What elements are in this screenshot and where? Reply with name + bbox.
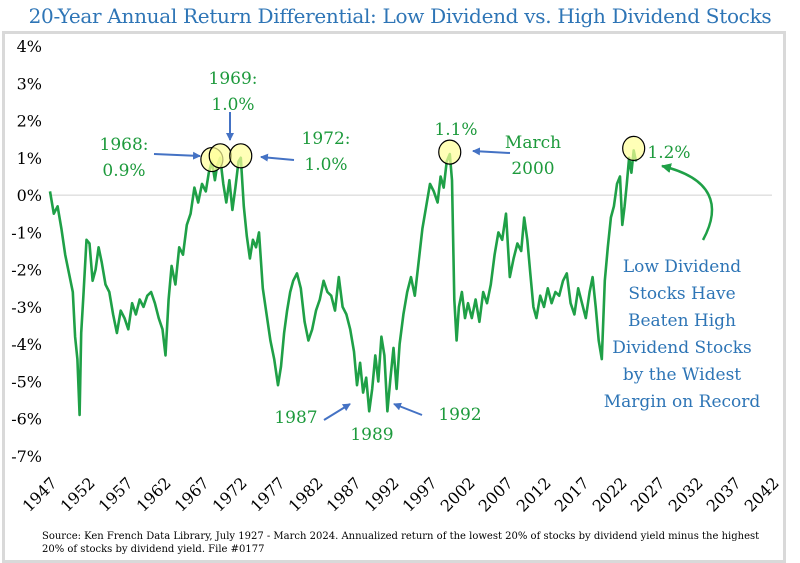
annotation-line: 1.0% <box>304 155 347 175</box>
y-tick-label: -6% <box>11 410 42 429</box>
series-line <box>48 149 638 417</box>
annotation-a2000: March 2000 <box>505 133 561 179</box>
peak-marker <box>622 135 646 161</box>
y-tick-label: 0% <box>17 186 42 205</box>
x-tick-label: 1982 <box>285 473 327 515</box>
x-tick-label: 1977 <box>247 473 289 515</box>
y-tick-label: -7% <box>11 447 42 466</box>
x-tick-label: 2027 <box>627 473 669 515</box>
annotation-a1969: 1969: 1.0% <box>209 69 258 115</box>
annotation-a1987: 1987 <box>274 408 317 428</box>
annotation-line: 1.1% <box>434 120 477 140</box>
x-tick-label: 1972 <box>209 473 251 515</box>
annotation-arrow <box>472 147 511 156</box>
annotation-line: Dividend Stocks <box>612 338 752 358</box>
annotation-a2000pct: 1.1% <box>434 120 477 140</box>
x-tick-label: 2032 <box>665 473 707 515</box>
annotation-line: 1987 <box>274 408 317 428</box>
source-note: Source: Ken French Data Library, July 19… <box>42 531 760 555</box>
annotation-line: by the Widest <box>623 365 741 385</box>
annotation-line: 1968: <box>100 135 149 155</box>
annotation-line: 2000 <box>511 159 554 179</box>
annotation-note: Low Dividend Stocks Have Beaten High Divide… <box>604 257 761 412</box>
annotation-line: 1.2% <box>647 143 690 163</box>
peak-marker <box>229 143 253 169</box>
annotation-line: 0.9% <box>102 161 145 181</box>
annotation-line: 1989 <box>350 425 393 445</box>
annotation-line: 1972: <box>302 129 351 149</box>
x-tick-label: 1957 <box>95 473 137 515</box>
annotation-arrow <box>153 151 201 160</box>
x-tick-label: 2012 <box>513 473 555 515</box>
annotation-a1972: 1972: 1.0% <box>302 129 351 175</box>
annotation-line: 1.0% <box>211 95 254 115</box>
annotation-arrow <box>260 153 295 162</box>
annotation-line: March <box>505 133 561 153</box>
annotation-line: Margin on Record <box>604 392 761 412</box>
chart-title: 20-Year Annual Return Differential: Low … <box>28 4 772 28</box>
annotation-arrow <box>393 402 423 416</box>
y-tick-label: -1% <box>11 223 42 242</box>
y-tick-label: 4% <box>17 37 42 56</box>
x-tick-label: 2017 <box>551 473 593 515</box>
x-tick-label: 1967 <box>171 473 213 515</box>
x-tick-label: 2002 <box>437 473 479 515</box>
annotation-a1992: 1992 <box>438 405 481 425</box>
x-tick-label: 1992 <box>361 473 403 515</box>
annotation-line: Low Dividend <box>623 257 741 277</box>
y-tick-label: -4% <box>11 335 42 354</box>
y-tick-label: -2% <box>11 261 42 280</box>
annotation-line: Stocks Have <box>628 284 735 304</box>
x-tick-label: 2037 <box>703 473 745 515</box>
x-tick-label: 2007 <box>475 473 517 515</box>
annotation-arrow <box>323 403 351 421</box>
annotation-a1968: 1968: 0.9% <box>100 135 149 181</box>
peak-marker <box>438 139 462 165</box>
record-arrow <box>661 163 714 241</box>
x-tick-label: 1947 <box>19 473 61 515</box>
annotation-line: 1992 <box>438 405 481 425</box>
annotation-line: 1969: <box>209 69 258 89</box>
annotation-a1989: 1989 <box>350 425 393 445</box>
x-tick-label: 1987 <box>323 473 365 515</box>
y-tick-label: 1% <box>17 149 42 168</box>
y-tick-label: -3% <box>11 298 42 317</box>
y-tick-label: 3% <box>17 74 42 93</box>
annotation-line: Beaten High <box>628 311 736 331</box>
peak-marker <box>208 143 232 169</box>
x-tick-label: 1997 <box>399 473 441 515</box>
annotation-a2024: 1.2% <box>647 143 690 163</box>
x-tick-label: 2042 <box>741 473 783 515</box>
x-tick-label: 1962 <box>133 473 175 515</box>
y-tick-label: 2% <box>17 112 42 131</box>
x-tick-label: 2022 <box>589 473 631 515</box>
x-tick-label: 1952 <box>57 473 99 515</box>
y-tick-label: -5% <box>11 372 42 391</box>
